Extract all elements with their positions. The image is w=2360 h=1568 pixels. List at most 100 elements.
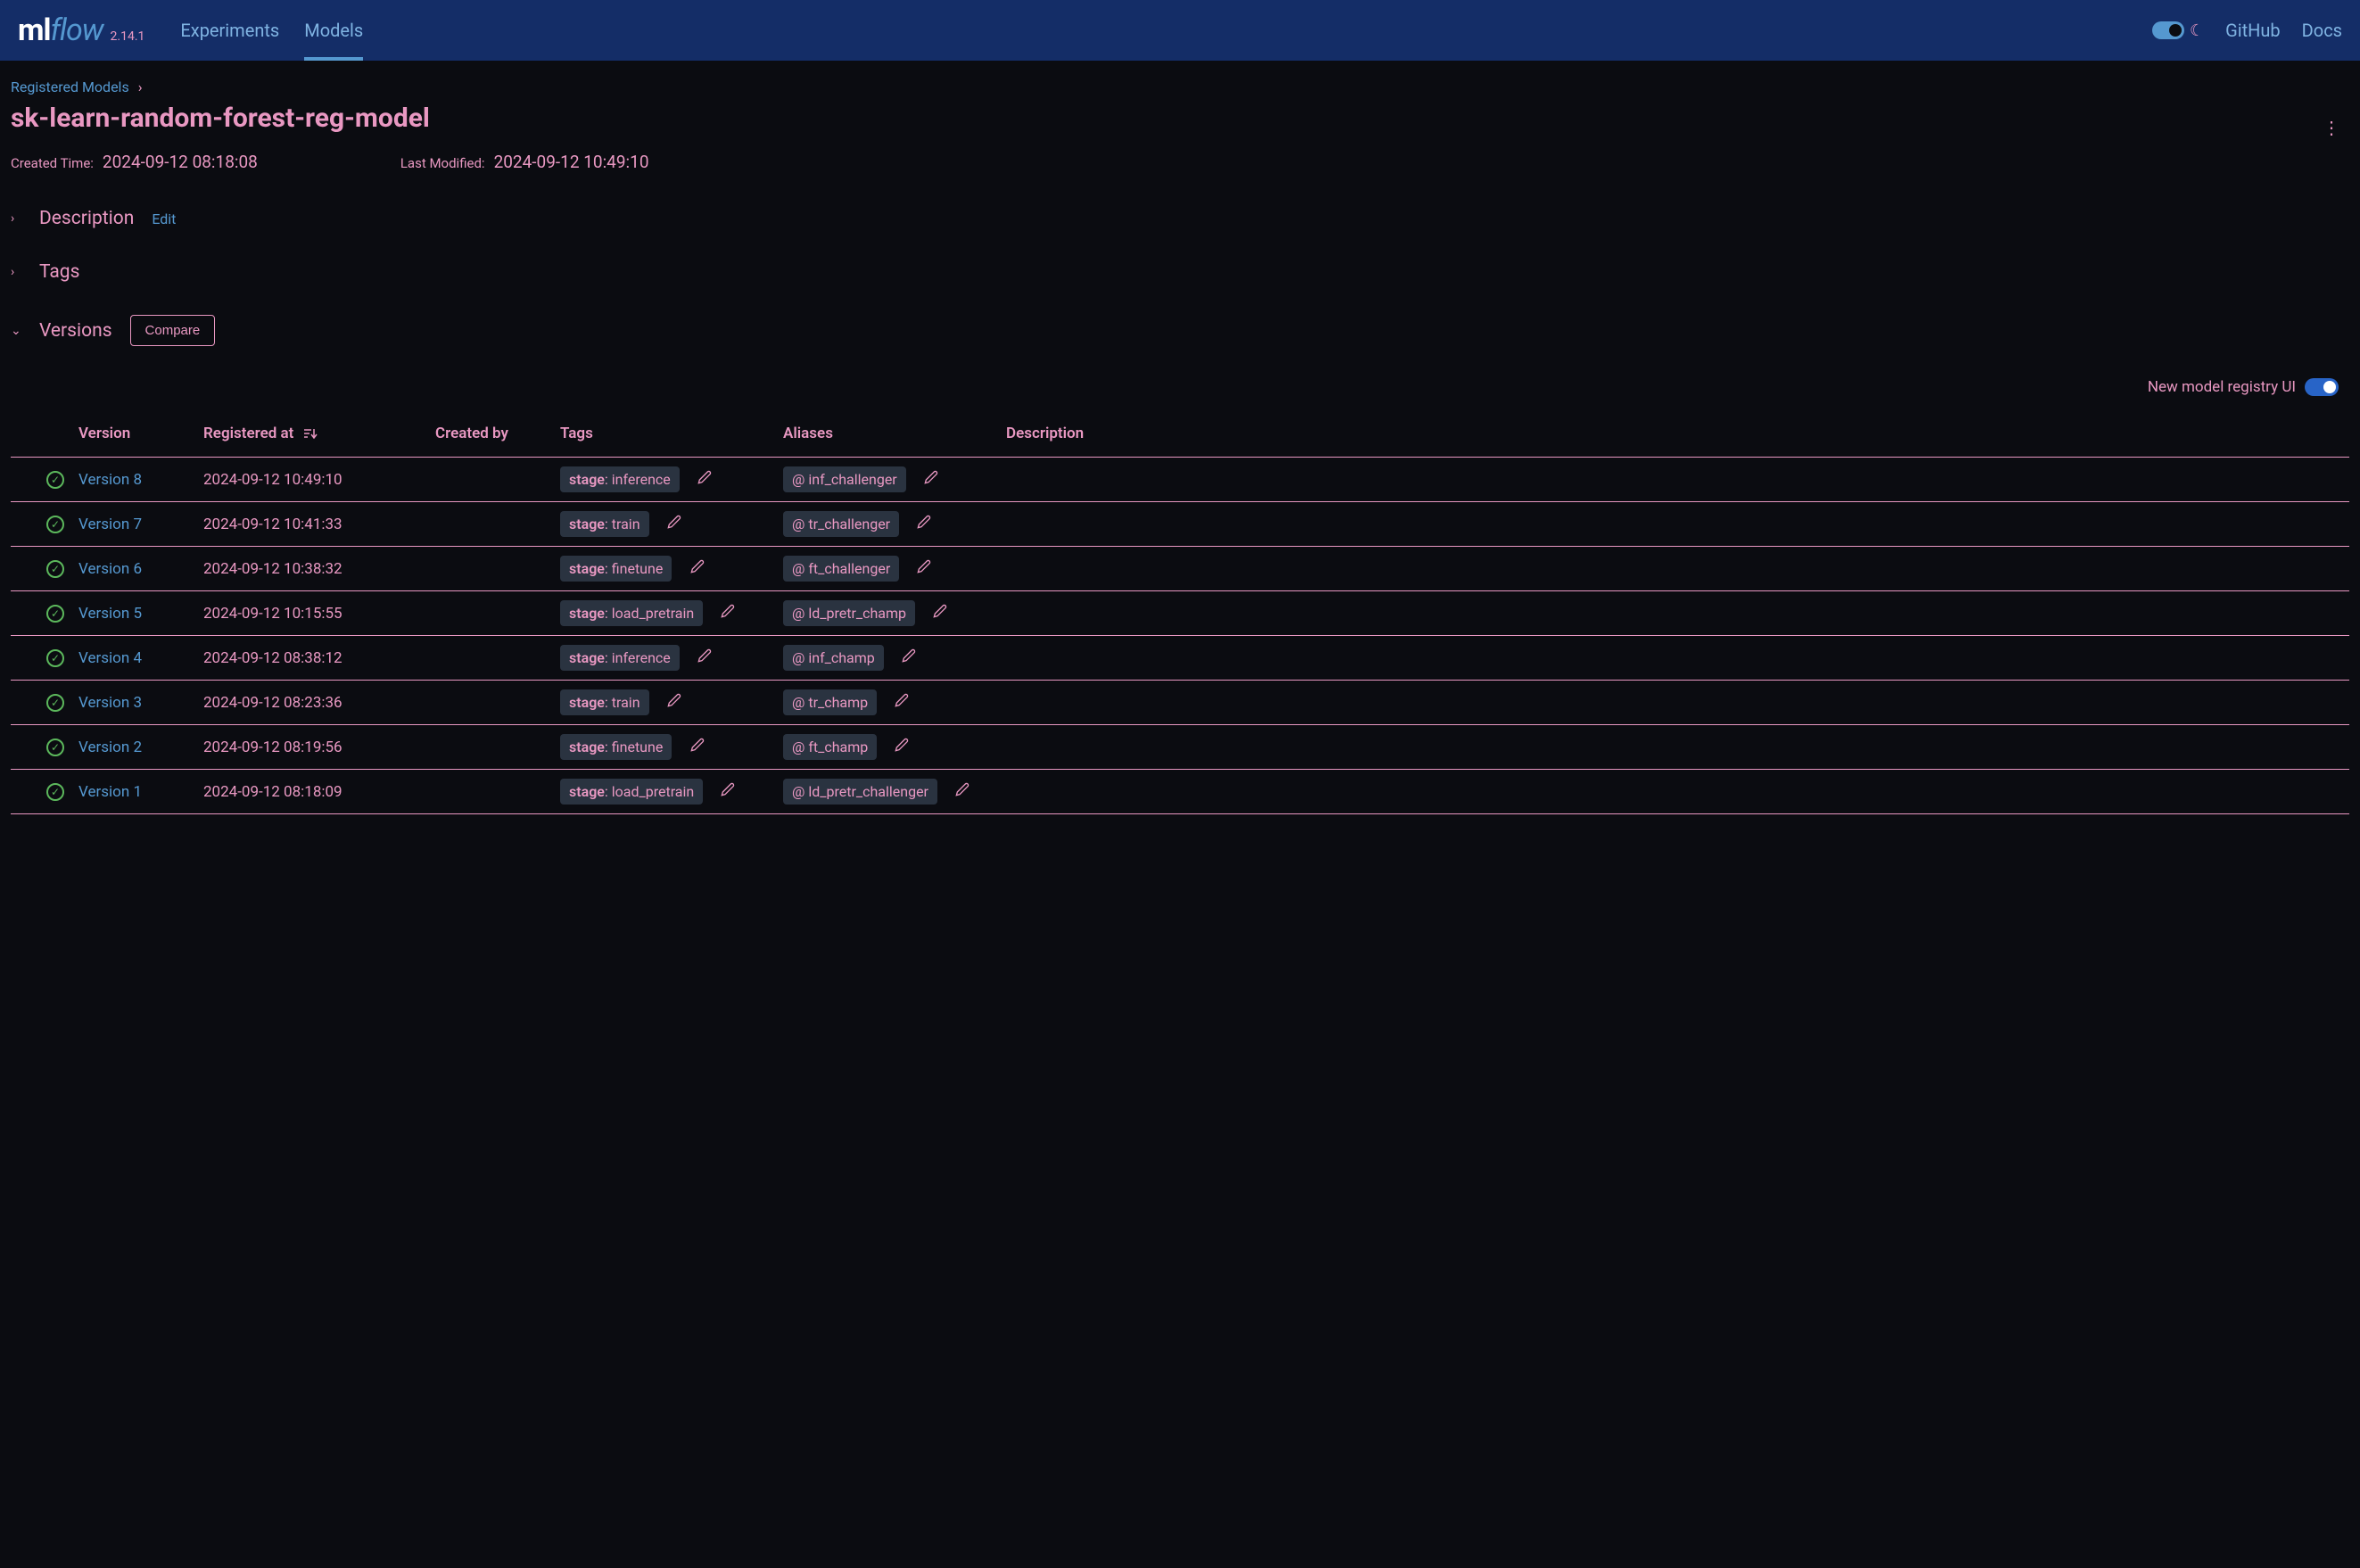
last-modified: Last Modified: 2024-09-12 10:49:10	[400, 152, 649, 172]
versions-title: Versions	[39, 320, 112, 342]
edit-tag-icon[interactable]	[690, 738, 705, 756]
github-link[interactable]: GitHub	[2225, 20, 2281, 41]
logo[interactable]: mlflow 2.14.1	[18, 12, 144, 48]
app-header: mlflow 2.14.1 Experiments Models ☾ GitHu…	[0, 0, 2360, 61]
col-description[interactable]: Description	[999, 414, 2349, 458]
edit-tag-icon[interactable]	[697, 470, 712, 489]
edit-tag-icon[interactable]	[721, 782, 735, 801]
version-link[interactable]: Version 2	[78, 739, 142, 756]
table-row: ✓ Version 4 2024-09-12 08:38:12 stage: i…	[11, 636, 2349, 681]
version-link[interactable]: Version 5	[78, 605, 142, 623]
registered-timestamp: 2024-09-12 08:38:12	[203, 649, 342, 667]
status-ok-icon: ✓	[46, 739, 64, 756]
nav-tabs: Experiments Models	[180, 0, 363, 61]
description-title: Description	[39, 208, 134, 229]
registered-timestamp: 2024-09-12 10:38:32	[203, 560, 342, 578]
alias-pill: @ ld_pretr_champ	[783, 600, 915, 626]
table-row: ✓ Version 7 2024-09-12 10:41:33 stage: t…	[11, 502, 2349, 547]
edit-tag-icon[interactable]	[697, 648, 712, 667]
registered-timestamp: 2024-09-12 08:18:09	[203, 783, 342, 801]
registry-toggle-label: New model registry UI	[2148, 378, 2296, 396]
version-link[interactable]: Version 4	[78, 649, 142, 667]
chevron-right-icon: ›	[11, 211, 21, 226]
compare-button[interactable]: Compare	[130, 315, 216, 346]
edit-alias-icon[interactable]	[955, 782, 970, 801]
registered-timestamp: 2024-09-12 10:49:10	[203, 471, 342, 489]
edit-alias-icon[interactable]	[933, 604, 947, 623]
status-ok-icon: ✓	[46, 783, 64, 801]
chevron-right-icon: ›	[11, 265, 21, 279]
alias-pill: @ inf_champ	[783, 645, 884, 671]
meta-row: Created Time: 2024-09-12 08:18:08 Last M…	[11, 152, 2349, 172]
tab-models[interactable]: Models	[304, 0, 363, 61]
edit-alias-icon[interactable]	[902, 648, 916, 667]
col-status	[11, 414, 71, 458]
edit-description-link[interactable]: Edit	[152, 210, 176, 227]
chevron-right-icon: ›	[138, 78, 143, 95]
edit-tag-icon[interactable]	[667, 693, 681, 712]
col-version[interactable]: Version	[71, 414, 196, 458]
status-ok-icon: ✓	[46, 471, 64, 489]
created-time-label: Created Time:	[11, 155, 94, 171]
edit-alias-icon[interactable]	[895, 738, 909, 756]
tag-pill: stage: load_pretrain	[560, 600, 703, 626]
alias-pill: @ ft_champ	[783, 734, 877, 760]
tag-pill: stage: inference	[560, 466, 680, 492]
breadcrumb: Registered Models ›	[11, 78, 2349, 95]
status-ok-icon: ✓	[46, 516, 64, 533]
last-modified-label: Last Modified:	[400, 155, 485, 171]
logo-prefix: ml	[18, 12, 50, 48]
sort-desc-icon	[303, 425, 318, 442]
col-registered[interactable]: Registered at	[196, 414, 428, 458]
edit-tag-icon[interactable]	[721, 604, 735, 623]
registered-timestamp: 2024-09-12 08:23:36	[203, 694, 342, 712]
edit-alias-icon[interactable]	[917, 559, 931, 578]
edit-tag-icon[interactable]	[690, 559, 705, 578]
registry-toggle-row: New model registry UI	[11, 378, 2349, 396]
edit-alias-icon[interactable]	[895, 693, 909, 712]
version-link[interactable]: Version 3	[78, 694, 142, 712]
version-link[interactable]: Version 6	[78, 560, 142, 578]
edit-alias-icon[interactable]	[917, 515, 931, 533]
col-aliases[interactable]: Aliases	[776, 414, 999, 458]
alias-pill: @ ld_pretr_challenger	[783, 779, 937, 805]
breadcrumb-root[interactable]: Registered Models	[11, 78, 129, 95]
description-section[interactable]: › Description Edit	[11, 208, 2349, 229]
created-time-value: 2024-09-12 08:18:08	[103, 152, 258, 172]
edit-alias-icon[interactable]	[924, 470, 938, 489]
table-row: ✓ Version 3 2024-09-12 08:23:36 stage: t…	[11, 681, 2349, 725]
version-link[interactable]: Version 1	[78, 783, 142, 801]
docs-link[interactable]: Docs	[2302, 20, 2342, 41]
last-modified-value: 2024-09-12 10:49:10	[494, 152, 649, 172]
tags-section[interactable]: › Tags	[11, 261, 2349, 283]
table-row: ✓ Version 5 2024-09-12 10:15:55 stage: l…	[11, 591, 2349, 636]
edit-tag-icon[interactable]	[667, 515, 681, 533]
alias-pill: @ tr_champ	[783, 689, 877, 715]
tag-pill: stage: finetune	[560, 556, 672, 582]
dark-mode-toggle-group: ☾	[2152, 21, 2204, 40]
alias-pill: @ ft_challenger	[783, 556, 899, 582]
logo-suffix: flow	[50, 12, 103, 48]
col-tags[interactable]: Tags	[553, 414, 776, 458]
model-title: sk-learn-random-forest-reg-model	[11, 103, 430, 134]
registered-timestamp: 2024-09-12 08:19:56	[203, 739, 342, 756]
tags-title: Tags	[39, 261, 79, 283]
tag-pill: stage: load_pretrain	[560, 779, 703, 805]
tag-pill: stage: train	[560, 689, 649, 715]
dark-mode-toggle[interactable]	[2152, 21, 2184, 39]
table-row: ✓ Version 6 2024-09-12 10:38:32 stage: f…	[11, 547, 2349, 591]
table-row: ✓ Version 8 2024-09-12 10:49:10 stage: i…	[11, 458, 2349, 502]
version-link[interactable]: Version 7	[78, 516, 142, 533]
kebab-menu-icon[interactable]: ⋮	[2323, 117, 2349, 138]
registry-toggle[interactable]	[2305, 378, 2339, 396]
version-link[interactable]: Version 8	[78, 471, 142, 489]
versions-table: Version Registered at Created by	[11, 414, 2349, 814]
registered-timestamp: 2024-09-12 10:41:33	[203, 516, 342, 533]
col-created-by[interactable]: Created by	[428, 414, 553, 458]
alias-pill: @ inf_challenger	[783, 466, 906, 492]
tab-experiments[interactable]: Experiments	[180, 0, 279, 61]
versions-section[interactable]: ⌄ Versions Compare	[11, 315, 2349, 346]
status-ok-icon: ✓	[46, 560, 64, 578]
table-row: ✓ Version 1 2024-09-12 08:18:09 stage: l…	[11, 770, 2349, 814]
tag-pill: stage: train	[560, 511, 649, 537]
